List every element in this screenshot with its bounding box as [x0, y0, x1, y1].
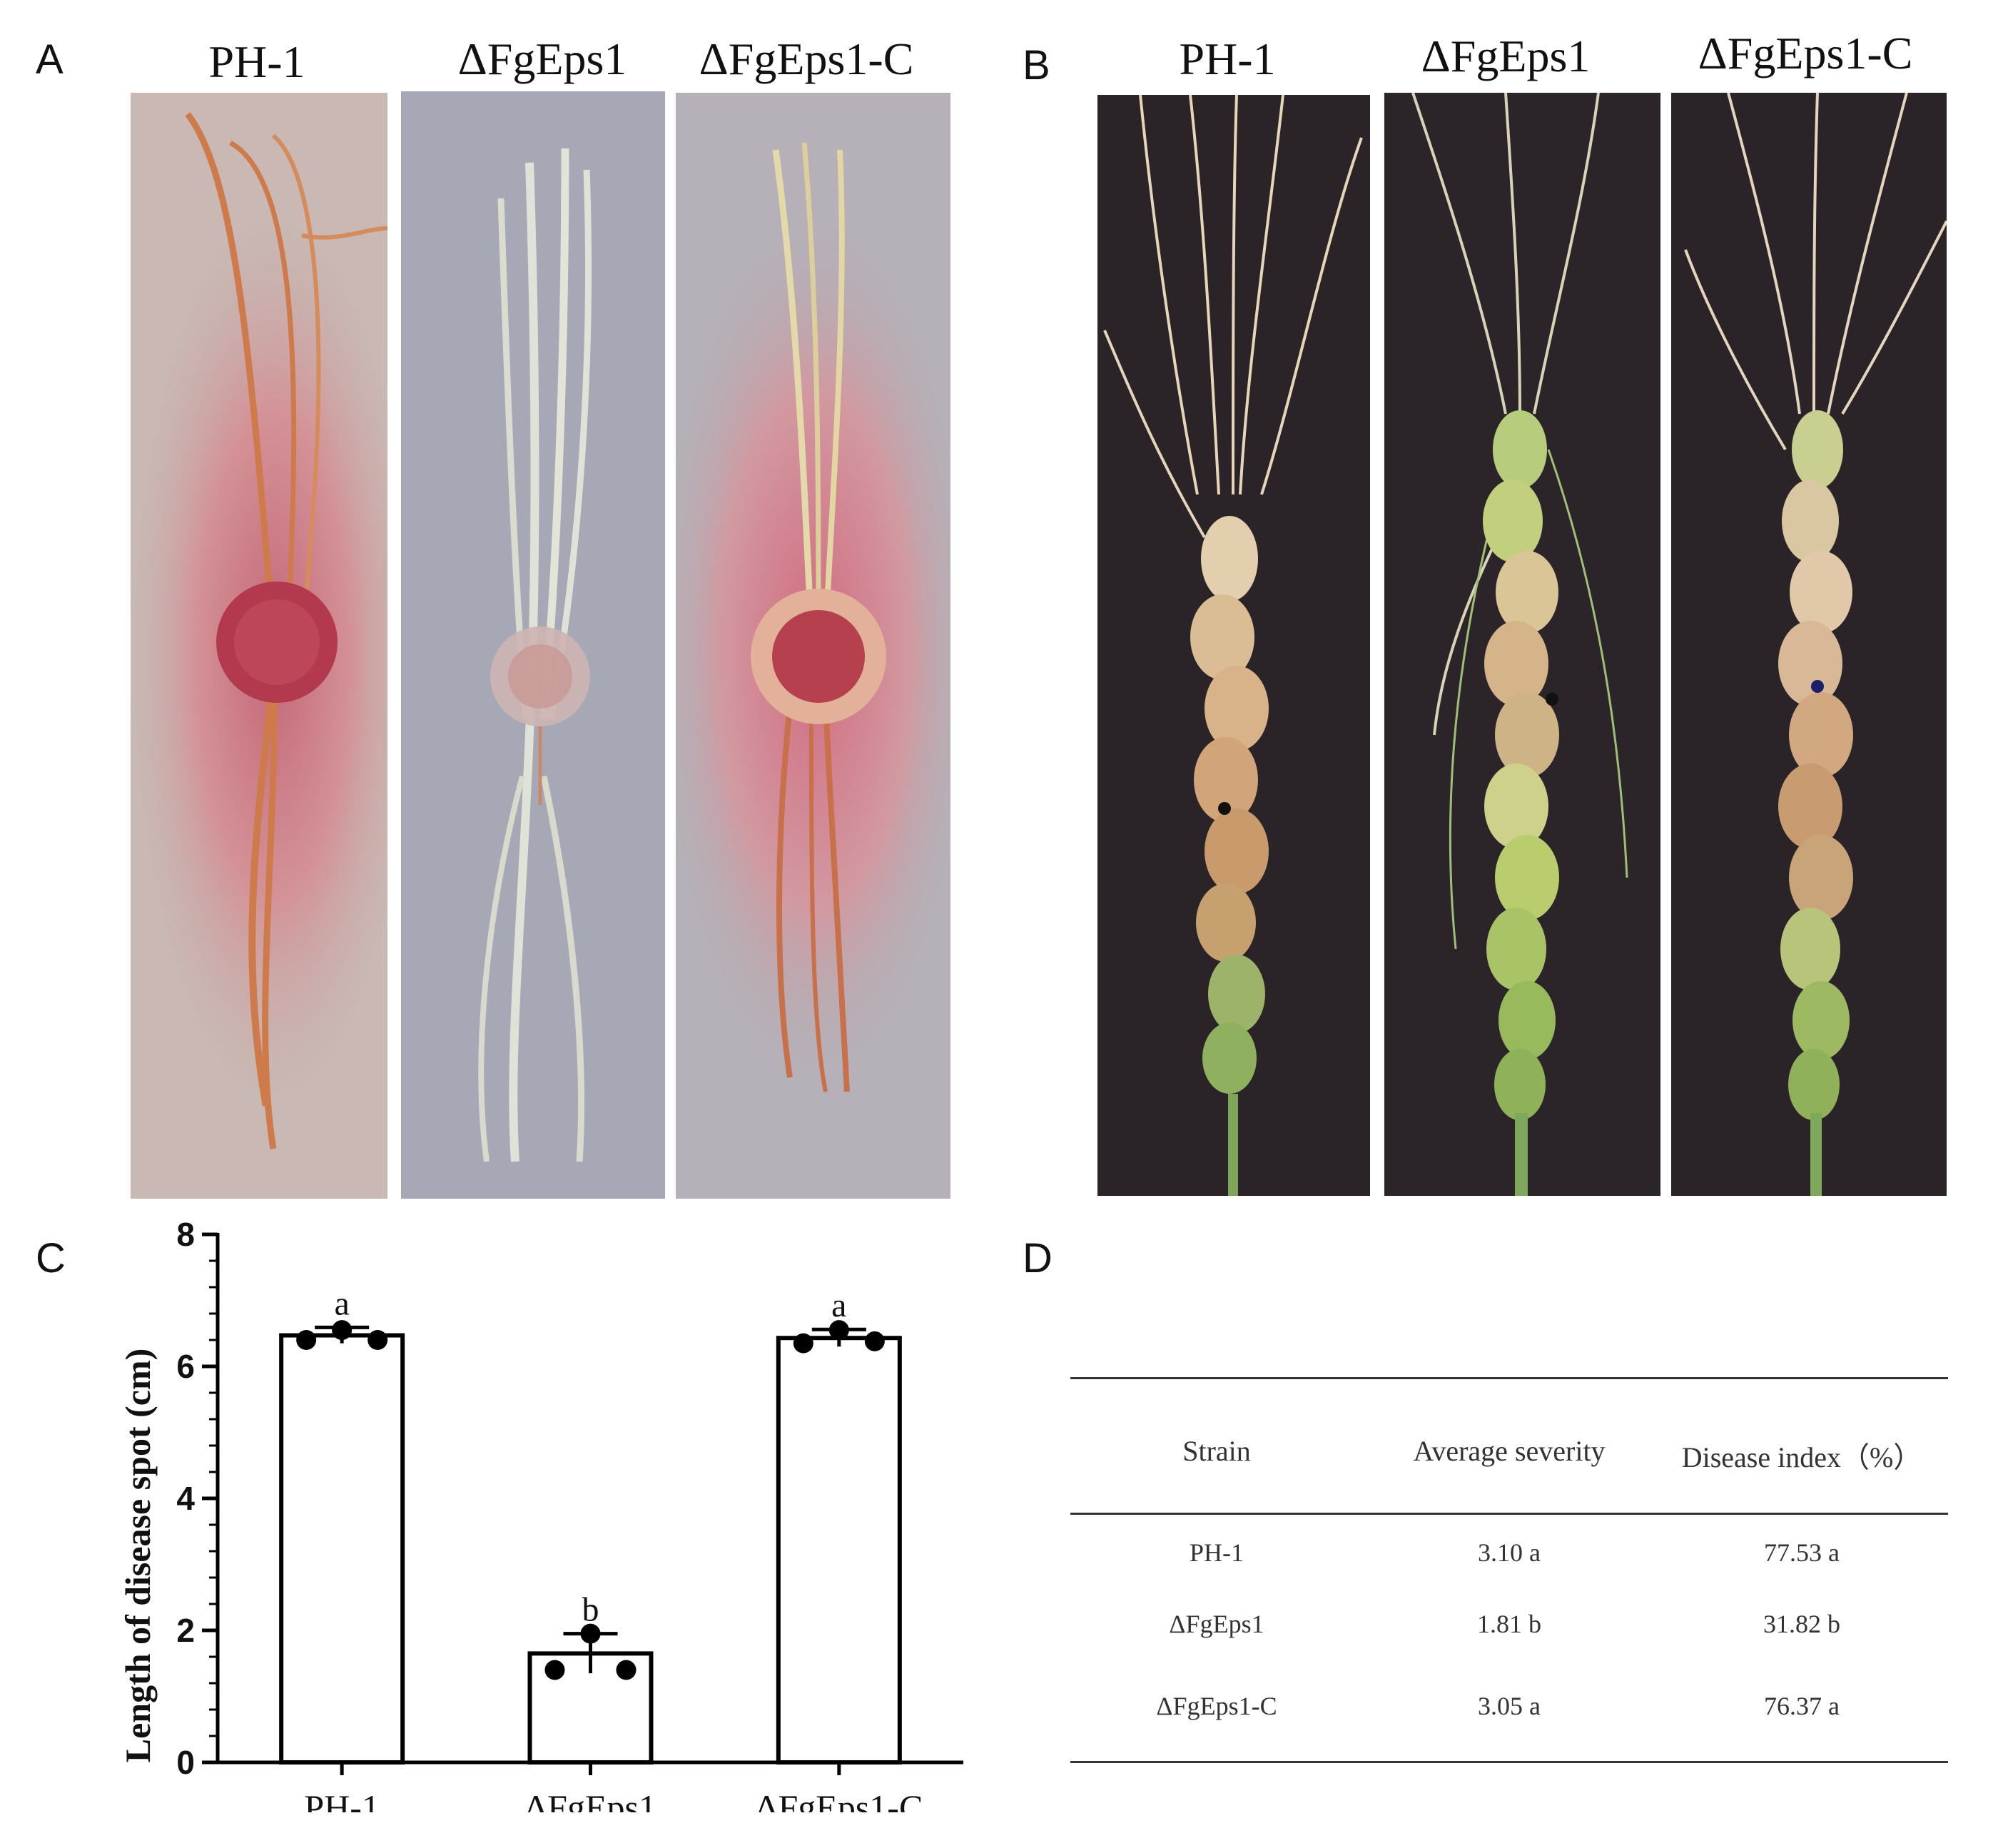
y-axis-label: Length of disease spot (cm) [118, 1349, 158, 1763]
table-cell-strain: ΔFgEps1 [1169, 1610, 1264, 1638]
panel-letter-b: B [1023, 42, 1050, 88]
seedling-photo-complement [676, 93, 950, 1199]
table-cell-strain: PH-1 [1189, 1538, 1244, 1567]
spike-photo-mutant [1384, 93, 1660, 1196]
data-point [332, 1320, 353, 1341]
table-cell-index: 76.37 a [1764, 1692, 1840, 1720]
data-point [580, 1623, 601, 1644]
significance-label: b [582, 1591, 599, 1629]
x-tick-label: PH-1 [304, 1787, 380, 1812]
data-point [296, 1330, 317, 1350]
data-point [544, 1660, 565, 1680]
data-point [864, 1331, 885, 1351]
x-tick-label: ΔFgEps1 [524, 1787, 656, 1812]
y-tick-label: 2 [176, 1612, 195, 1649]
panel-a-label-complement: ΔFgEps1-C [699, 34, 914, 84]
table-cell-severity: 3.05 a [1478, 1692, 1541, 1720]
data-point [828, 1320, 849, 1341]
panel-a-label-mutant: ΔFgEps1 [457, 34, 627, 84]
data-point [367, 1330, 388, 1350]
spike-photo-ph1 [1097, 95, 1370, 1196]
seedling-photo-ph1 [131, 93, 387, 1199]
table-bottom-rule [1070, 1761, 1948, 1763]
panel-b-label-complement: ΔFgEps1-C [1698, 28, 1913, 78]
panel-letter-a: A [36, 36, 64, 83]
y-tick-label: 4 [176, 1480, 195, 1517]
data-point [793, 1333, 813, 1354]
chart-labels: a PH-1 b ΔFgEps1 a ΔFgEps1-C [304, 1284, 923, 1812]
table-header-severity: Average severity [1413, 1435, 1606, 1467]
table-header-rule [1070, 1513, 1948, 1515]
significance-label: a [831, 1286, 846, 1324]
table-cell-strain: ΔFgEps1-C [1156, 1692, 1277, 1720]
spike-photo-complement [1671, 93, 1947, 1196]
y-tick-label: 8 [176, 1216, 195, 1253]
seedling-photo-mutant [401, 91, 665, 1199]
table-cell-index: 31.82 b [1763, 1610, 1840, 1638]
panel-letter-d: D [1023, 1235, 1053, 1281]
x-tick-label: ΔFgEps1-C [755, 1787, 923, 1812]
table-cell-index: 77.53 a [1764, 1538, 1840, 1567]
table-header-disease-index: Disease index（%） [1681, 1441, 1922, 1473]
panel-b-label-ph1: PH-1 [1179, 34, 1276, 84]
y-tick-label: 0 [176, 1744, 195, 1781]
panel-letter-c: C [36, 1235, 66, 1281]
panel-b-label-mutant: ΔFgEps1 [1421, 31, 1591, 81]
table-top-rule [1070, 1377, 1948, 1379]
table-cell-severity: 1.81 b [1477, 1610, 1541, 1638]
panel-a-label-ph1: PH-1 [208, 36, 305, 87]
bar [279, 1333, 405, 1765]
data-point [616, 1660, 637, 1680]
y-tick-label: 6 [176, 1348, 195, 1385]
bar-chart: 0 2 4 6 8 a PH-1 b ΔFgEps1 a ΔFgEps1-C Length of … [118, 1216, 963, 1812]
chart-bars [279, 1320, 902, 1765]
significance-label: a [335, 1284, 350, 1322]
table-header-strain: Strain [1182, 1435, 1251, 1467]
table-cell-severity: 3.10 a [1478, 1538, 1541, 1567]
bar [776, 1336, 902, 1765]
